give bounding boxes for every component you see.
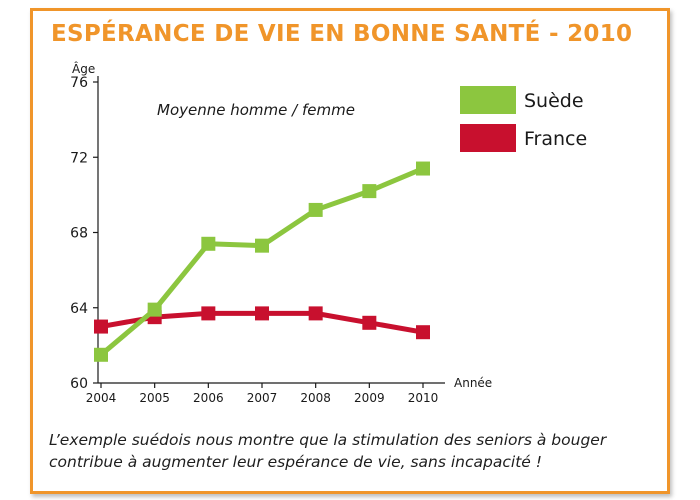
- x-axis-label: Année: [454, 376, 492, 390]
- legend-swatch-suede: [460, 86, 516, 114]
- ticks: 60 64 68 72 76 2004 2005 2006 2007 2008 2009 2010: [70, 75, 438, 405]
- x-tick-label: 2004: [86, 391, 117, 405]
- x-tick-label: 2005: [139, 391, 170, 405]
- legend-label-suede: Suède: [524, 90, 584, 112]
- series-layer: [94, 161, 430, 362]
- data-point-france: [416, 325, 430, 340]
- x-tick-label: 2007: [247, 391, 278, 405]
- data-point-france: [255, 306, 269, 321]
- data-point-suede: [147, 302, 162, 317]
- y-axis-label: Âge: [72, 61, 95, 76]
- caption-line-2: contribue à augmenter leur espérance de …: [49, 453, 542, 471]
- axes: Âge Année: [72, 61, 492, 390]
- data-point-france: [362, 315, 377, 330]
- y-tick-label: 68: [70, 226, 88, 242]
- caption-line-1: L’exemple suédois nous montre que la sti…: [49, 431, 607, 449]
- data-point-suede: [362, 184, 377, 199]
- x-tick-label: 2008: [300, 391, 331, 405]
- chart-caption: L’exemple suédois nous montre que la sti…: [49, 429, 649, 473]
- y-tick-label: 64: [70, 301, 88, 317]
- data-point-suede: [308, 202, 323, 217]
- x-tick-label: 2006: [193, 391, 224, 405]
- x-tick-label: 2009: [354, 391, 385, 405]
- data-point-france: [201, 306, 216, 321]
- y-tick-label: 76: [70, 75, 88, 91]
- data-point-france: [308, 306, 323, 321]
- chart-subtitle: Moyenne homme / femme: [157, 101, 355, 119]
- legend-label-france: France: [524, 128, 587, 150]
- data-point-france: [94, 319, 108, 334]
- legend-swatch-france: [460, 124, 516, 152]
- data-point-suede: [201, 236, 216, 251]
- y-tick-label: 72: [70, 150, 88, 166]
- chart-title: ESPÉRANCE DE VIE EN BONNE SANTÉ - 2010: [51, 21, 633, 47]
- legend: Suède France: [460, 86, 587, 152]
- data-point-suede: [255, 238, 269, 253]
- data-point-suede: [416, 161, 430, 176]
- chart-frame: ESPÉRANCE DE VIE EN BONNE SANTÉ - 2010 L…: [30, 8, 670, 494]
- y-tick-label: 60: [70, 376, 88, 392]
- x-tick-label: 2010: [408, 391, 439, 405]
- data-point-suede: [94, 347, 108, 362]
